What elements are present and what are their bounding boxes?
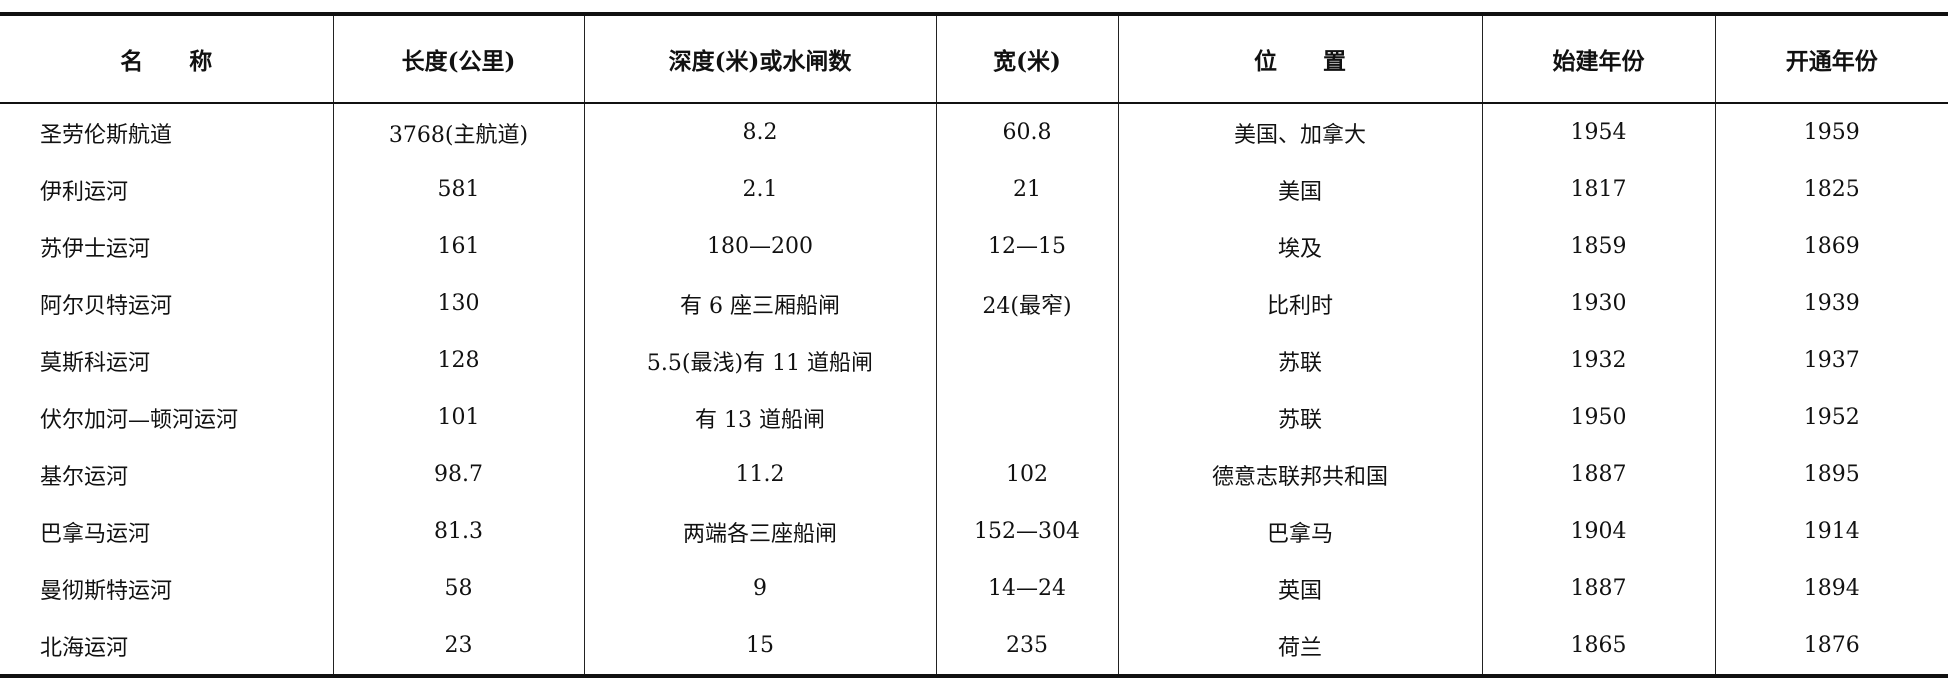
table-cell: 23 [332, 617, 584, 676]
table-cell: 两端各三座船闸 [583, 503, 936, 560]
table-cell: 235 [935, 617, 1118, 676]
table-cell [935, 332, 1118, 389]
table-cell: 巴拿马运河 [40, 521, 151, 547]
table-cell: 1937 [1714, 332, 1948, 389]
table-cell: 美国 [1117, 161, 1482, 218]
table-cell: 15 [583, 617, 936, 676]
header-cell: 长度(公里) [332, 14, 584, 104]
table-cell: 伊利运河 [40, 179, 129, 205]
table-row: 基尔运河 98.7 11.2 102 德意志联邦共和国 1887 1895 [0, 446, 1948, 503]
table-cell: 2.1 [583, 161, 936, 218]
table-cell: 98.7 [332, 446, 584, 503]
table-cell: 5.5(最浅)有 11 道船闸 [583, 332, 936, 389]
header-row: 名 称长度(公里) 深度(米)或水闸数 宽(米) 位 置始建年份 开通年份 [0, 14, 1948, 104]
table-cell: 1887 [1481, 446, 1715, 503]
table-cell: 102 [935, 446, 1118, 503]
table-cell: 1887 [1481, 560, 1715, 617]
table-cell: 21 [935, 161, 1118, 218]
table-row: 圣劳伦斯航道 3768(主航道) 8.2 60.8 美国、加拿大 1954 1959 [0, 103, 1948, 161]
table-cell: 101 [332, 389, 584, 446]
table-cell: 1859 [1481, 218, 1715, 275]
table-cell: 128 [332, 332, 584, 389]
table-cell: 曼彻斯特运河 [40, 578, 173, 604]
table-container: 名 称长度(公里) 深度(米)或水闸数 宽(米) 位 置始建年份 开通年份圣劳伦斯航道 3… [0, 12, 1948, 678]
table-cell: 苏伊士运河 [40, 236, 151, 262]
table-cell: 北海运河 [40, 635, 129, 661]
table-cell: 巴拿马 [1117, 503, 1482, 560]
table-cell: 1865 [1481, 617, 1715, 676]
table-cell: 1869 [1714, 218, 1948, 275]
table-cell: 基尔运河 [40, 464, 129, 490]
header-cell: 位 置 [1117, 14, 1482, 104]
table-cell: 9 [583, 560, 936, 617]
table-row: 巴拿马运河 81.3 两端各三座船闸 152—304 巴拿马 1904 1914 [0, 503, 1948, 560]
table-cell: 152—304 [935, 503, 1118, 560]
header-cell: 深度(米)或水闸数 [583, 14, 936, 104]
table-cell: 1876 [1714, 617, 1948, 676]
table-cell: 有 6 座三厢船闸 [583, 275, 936, 332]
table-cell: 581 [332, 161, 584, 218]
table-cell: 荷兰 [1117, 617, 1482, 676]
table-body: 圣劳伦斯航道 3768(主航道) 8.2 60.8 美国、加拿大 1954 1959 伊利运河… [0, 103, 1948, 676]
table-cell: 1952 [1714, 389, 1948, 446]
header-cell: 宽(米) [935, 14, 1118, 104]
table-cell: 埃及 [1117, 218, 1482, 275]
table-cell: 美国、加拿大 [1117, 103, 1482, 161]
table-cell [935, 389, 1118, 446]
table-cell: 苏联 [1117, 332, 1482, 389]
table-cell: 圣劳伦斯航道 [40, 122, 173, 148]
table-row: 莫斯科运河 128 5.5(最浅)有 11 道船闸 苏联 1932 1937 [0, 332, 1948, 389]
table-cell: 1959 [1714, 103, 1948, 161]
table-cell: 苏联 [1117, 389, 1482, 446]
table-row: 伏尔加河—顿河运河 101 有 13 道船闸 苏联 1950 1952 [0, 389, 1948, 446]
table-row: 苏伊士运河 161 180—200 12—15 埃及 1859 1869 [0, 218, 1948, 275]
table-cell: 莫斯科运河 [40, 350, 151, 376]
canal-table: 名 称长度(公里) 深度(米)或水闸数 宽(米) 位 置始建年份 开通年份圣劳伦斯航道 3… [0, 12, 1948, 678]
table-cell: 81.3 [332, 503, 584, 560]
table-row: 北海运河 23 15 235 荷兰 1865 1876 [0, 617, 1948, 676]
table-cell: 180—200 [583, 218, 936, 275]
table-cell: 英国 [1117, 560, 1482, 617]
table-cell: 8.2 [583, 103, 936, 161]
table-cell: 1954 [1481, 103, 1715, 161]
table-cell: 有 13 道船闸 [583, 389, 936, 446]
table-cell: 比利时 [1117, 275, 1482, 332]
table-cell: 德意志联邦共和国 [1117, 446, 1482, 503]
table-cell: 130 [332, 275, 584, 332]
table-cell: 伏尔加河—顿河运河 [40, 407, 239, 433]
table-cell: 阿尔贝特运河 [40, 293, 173, 319]
table-row: 伊利运河 581 2.1 21 美国 1817 1825 [0, 161, 1948, 218]
table-cell: 24(最窄) [935, 275, 1118, 332]
table-cell: 3768(主航道) [332, 103, 584, 161]
table-cell: 14—24 [935, 560, 1118, 617]
table-head: 名 称长度(公里) 深度(米)或水闸数 宽(米) 位 置始建年份 开通年份 [0, 14, 1948, 104]
table-cell: 161 [332, 218, 584, 275]
table-cell: 1895 [1714, 446, 1948, 503]
table-cell: 1939 [1714, 275, 1948, 332]
header-cell: 始建年份 [1481, 14, 1715, 104]
table-cell: 1817 [1481, 161, 1715, 218]
table-cell: 1932 [1481, 332, 1715, 389]
table-cell: 1930 [1481, 275, 1715, 332]
table-row: 阿尔贝特运河 130 有 6 座三厢船闸 24(最窄) 比利时 1930 1939 [0, 275, 1948, 332]
header-cell: 名 称 [0, 14, 333, 104]
table-cell: 12—15 [935, 218, 1118, 275]
table-cell: 58 [332, 560, 584, 617]
table-cell: 1914 [1714, 503, 1948, 560]
table-cell: 1825 [1714, 161, 1948, 218]
table-cell: 1894 [1714, 560, 1948, 617]
table-cell: 11.2 [583, 446, 936, 503]
table-cell: 1904 [1481, 503, 1715, 560]
table-cell: 60.8 [935, 103, 1118, 161]
table-cell: 1950 [1481, 389, 1715, 446]
header-cell: 开通年份 [1714, 14, 1948, 104]
table-row: 曼彻斯特运河 58 9 14—24 英国 1887 1894 [0, 560, 1948, 617]
